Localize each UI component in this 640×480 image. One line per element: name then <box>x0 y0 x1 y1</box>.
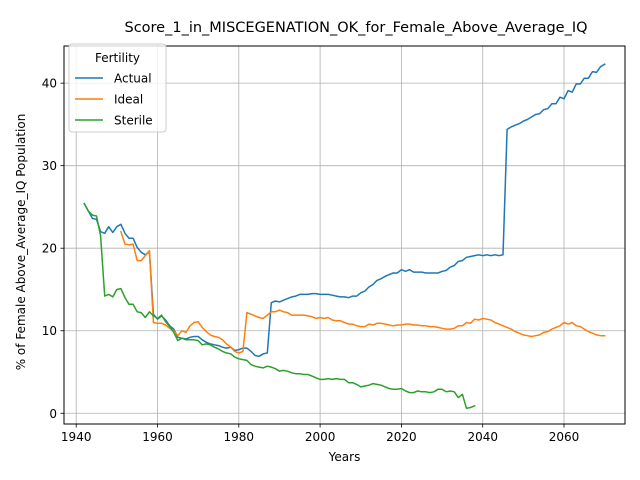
series-lines <box>83 63 606 410</box>
chart-title: Score_1_in_MISCEGENATION_OK_for_Female_A… <box>124 20 587 36</box>
y-tick-label: 10 <box>42 324 57 338</box>
x-tick-label: 2060 <box>549 430 580 444</box>
grid <box>64 46 625 424</box>
x-tick-label: 2020 <box>386 430 417 444</box>
x-axis-label: Years <box>328 450 361 464</box>
series-line-ideal <box>119 230 606 354</box>
legend-label-ideal: Ideal <box>114 93 143 107</box>
x-tick-label: 2000 <box>305 430 336 444</box>
legend-label-sterile: Sterile <box>114 114 153 128</box>
y-tick-label: 30 <box>42 159 57 173</box>
x-tick-label: 2040 <box>467 430 498 444</box>
legend: Fertility Actual Ideal Sterile <box>68 43 167 133</box>
series-line-actual <box>83 63 606 358</box>
legend-label-actual: Actual <box>114 72 152 86</box>
legend-title: Fertility <box>95 51 140 65</box>
x-tick-label: 1980 <box>224 430 255 444</box>
plot-frame <box>63 45 626 425</box>
y-tick-label: 40 <box>42 77 57 91</box>
x-tick-label: 1940 <box>61 430 92 444</box>
y-axis-label: % of Female Above_Average_IQ Population <box>14 114 28 371</box>
series-line-sterile <box>83 202 476 410</box>
axis-ticks: 1940 1960 1980 2000 2020 2040 2060 0 10 20 30 40 <box>42 77 580 444</box>
legend-box <box>68 43 167 133</box>
y-tick-label: 20 <box>42 242 57 256</box>
legend-items: Actual Ideal Sterile <box>75 72 153 128</box>
y-tick-label: 0 <box>49 407 57 421</box>
x-tick-label: 1960 <box>142 430 173 444</box>
